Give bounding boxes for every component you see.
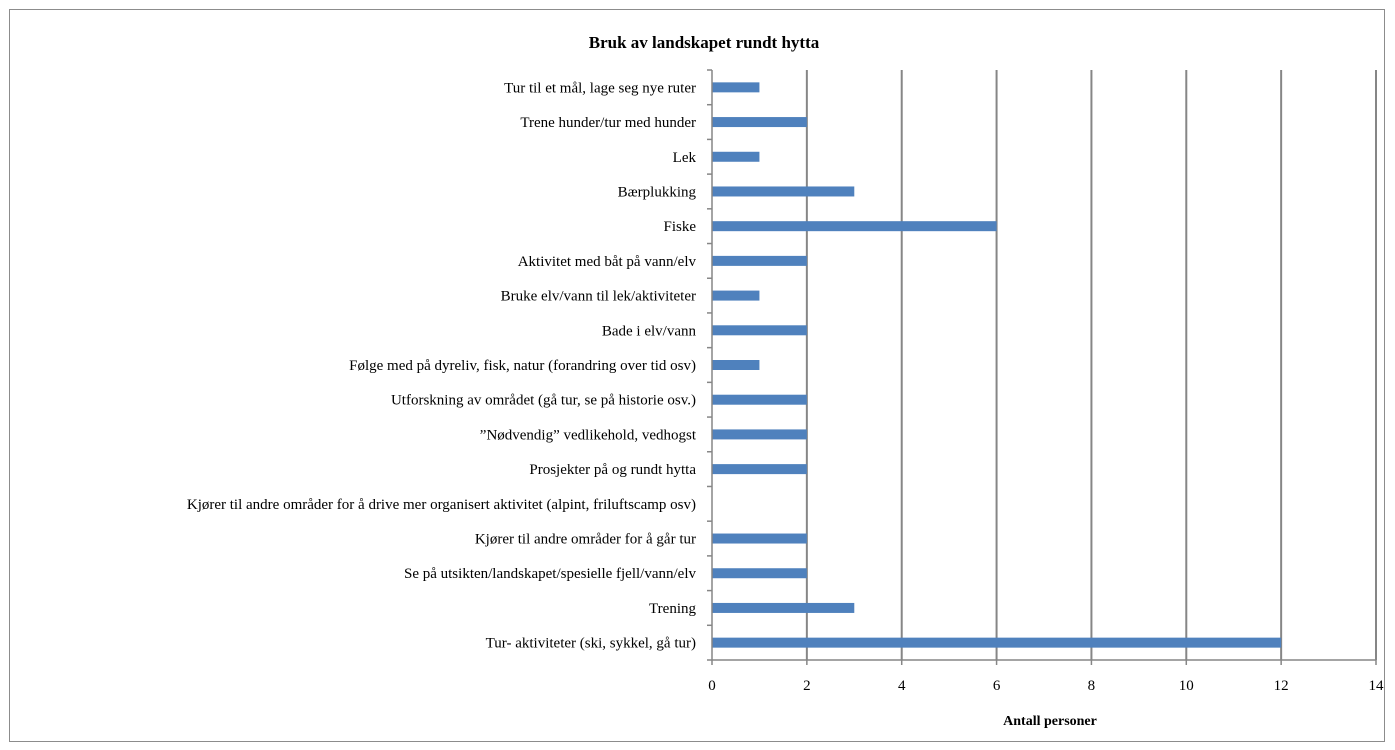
category-label: Trene hunder/tur med hunder (520, 115, 696, 131)
bar-15 (712, 602, 855, 613)
category-label: Utforskning av området (gå tur, se på hi… (391, 393, 696, 409)
x-tick-label: 8 (1088, 678, 1096, 694)
category-label: ”Nødvendig” vedlikehold, vedhogst (480, 427, 697, 443)
bar-9 (712, 394, 807, 405)
chart-title: Bruk av landskapet rundt hytta (589, 33, 820, 52)
x-tick-label: 14 (1369, 678, 1385, 694)
category-label: Lek (673, 150, 697, 166)
x-tick-label: 0 (708, 678, 716, 694)
x-tick-label: 12 (1274, 678, 1289, 694)
gridlines (805, 70, 1377, 660)
chart-area: Bruk av landskapet rundt hytta Tur til e… (9, 9, 1385, 742)
axes (707, 69, 1377, 665)
category-label: Se på utsikten/landskapet/spesielle fjel… (404, 566, 697, 582)
bar-10 (712, 429, 807, 440)
bar-14 (712, 568, 807, 579)
x-tick-label: 4 (898, 678, 906, 694)
category-label: Kjører til andre områder for å går tur (475, 532, 696, 548)
x-tick-label: 6 (993, 678, 1001, 694)
category-label: Følge med på dyreliv, fisk, natur (foran… (349, 358, 696, 374)
category-labels: Tur til et mål, lage seg nye ruter Trene … (187, 80, 697, 651)
bar-13 (712, 533, 807, 544)
bar-6 (712, 290, 760, 301)
category-label: Fiske (663, 219, 696, 235)
bar-5 (712, 255, 807, 266)
tick-labels: 0 2 4 6 8 10 12 14 (708, 678, 1384, 694)
bar-1 (712, 117, 807, 128)
x-axis-title: Antall personer (1003, 714, 1097, 729)
category-label: Bruke elv/vann til lek/aktiviteter (501, 289, 696, 305)
x-tick-label: 2 (803, 678, 811, 694)
category-label: Bærplukking (618, 184, 697, 200)
category-label: Trening (649, 601, 696, 617)
category-label: Bade i elv/vann (602, 323, 697, 339)
bar-0 (712, 82, 760, 93)
bar-chart: Bruk av landskapet rundt hytta Tur til e… (187, 33, 1384, 729)
category-label: Aktivitet med båt på vann/elv (518, 254, 697, 270)
bar-11 (712, 464, 807, 475)
x-tick-label: 10 (1179, 678, 1194, 694)
bar-8 (712, 360, 760, 370)
category-label: Prosjekter på og rundt hytta (529, 462, 696, 478)
category-label: Kjører til andre områder for å drive mer… (187, 497, 696, 513)
bar-7 (712, 325, 807, 336)
bar-3 (712, 186, 855, 197)
bar-16 (712, 637, 1282, 648)
bars (712, 82, 1282, 648)
category-label: Tur til et mål, lage seg nye ruter (504, 80, 696, 96)
bar-2 (712, 151, 760, 162)
bar-4 (712, 221, 997, 232)
category-label: Tur- aktiviteter (ski, sykkel, gå tur) (486, 636, 696, 652)
